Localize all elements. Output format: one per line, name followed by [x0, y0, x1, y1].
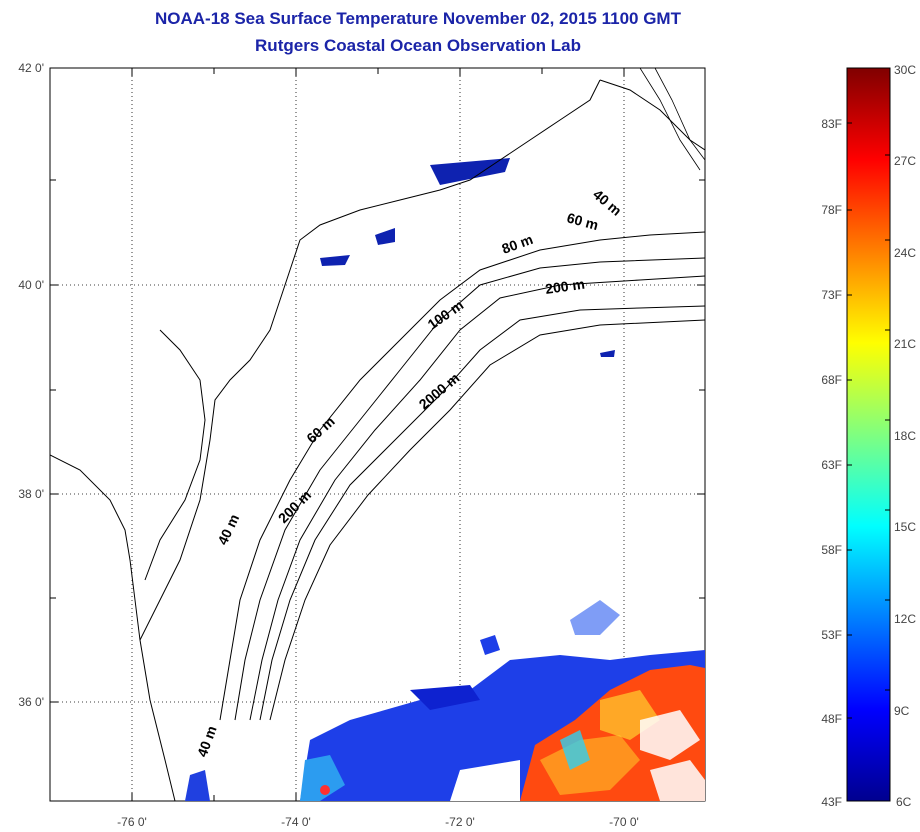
lon-label: -76 0' [117, 815, 147, 829]
fahrenheit-label: 53F [821, 628, 842, 642]
contour-60m [234, 257, 705, 721]
colorbar-fahrenheit-labels: 83F 78F 73F 68F 63F 58F 53F 48F 43F [821, 117, 842, 809]
colorbar-celsius-labels: 30C 27C 24C 21C 18C 15C 12C 9C 6C [894, 63, 916, 809]
fahrenheit-label: 43F [821, 795, 842, 809]
celsius-label: 21C [894, 337, 916, 351]
lon-label: -74 0' [281, 815, 311, 829]
colorbar-ticks [847, 122, 890, 719]
fahrenheit-label: 73F [821, 288, 842, 302]
chesapeake-bay [144, 329, 206, 581]
lat-label: 38 0' [18, 487, 44, 501]
lon-label: -70 0' [609, 815, 639, 829]
lat-label: 36 0' [18, 695, 44, 709]
celsius-label: 27C [894, 154, 916, 168]
celsius-label: 9C [894, 704, 910, 718]
celsius-label: 6C [896, 795, 912, 809]
coastline-and-contours [50, 68, 705, 801]
longitude-labels: -76 0' -74 0' -72 0' -70 0' [117, 815, 639, 829]
fahrenheit-label: 58F [821, 543, 842, 557]
coastline-northeast [599, 79, 705, 151]
celsius-label: 30C [894, 63, 916, 77]
celsius-label: 15C [894, 520, 916, 534]
fahrenheit-label: 63F [821, 458, 842, 472]
celsius-label: 24C [894, 246, 916, 260]
fahrenheit-label: 83F [821, 117, 842, 131]
sst-data [185, 158, 705, 801]
cloud-gap [640, 710, 700, 760]
map-subtitle: Rutgers Coastal Ocean Observation Lab [255, 36, 581, 55]
lon-label: -72 0' [445, 815, 475, 829]
coastline-west [50, 454, 176, 801]
lat-label: 42 0' [18, 61, 44, 75]
fahrenheit-label: 68F [821, 373, 842, 387]
fahrenheit-label: 78F [821, 203, 842, 217]
contour-label: 200 m [544, 276, 586, 297]
celsius-label: 18C [894, 429, 916, 443]
contour-40m [219, 231, 705, 721]
contour-200m [259, 305, 705, 721]
celsius-label: 12C [894, 612, 916, 626]
latitude-labels: 42 0' 40 0' 38 0' 36 0' [18, 61, 44, 709]
temperature-colorbar [846, 67, 891, 802]
contour-label: 60 m [565, 209, 600, 233]
lat-label: 40 0' [18, 278, 44, 292]
contour-80m [249, 275, 705, 721]
coastline-east [139, 79, 601, 641]
map-title: NOAA-18 Sea Surface Temperature November… [155, 9, 681, 28]
fahrenheit-label: 48F [821, 712, 842, 726]
contour-2000m [269, 319, 705, 721]
